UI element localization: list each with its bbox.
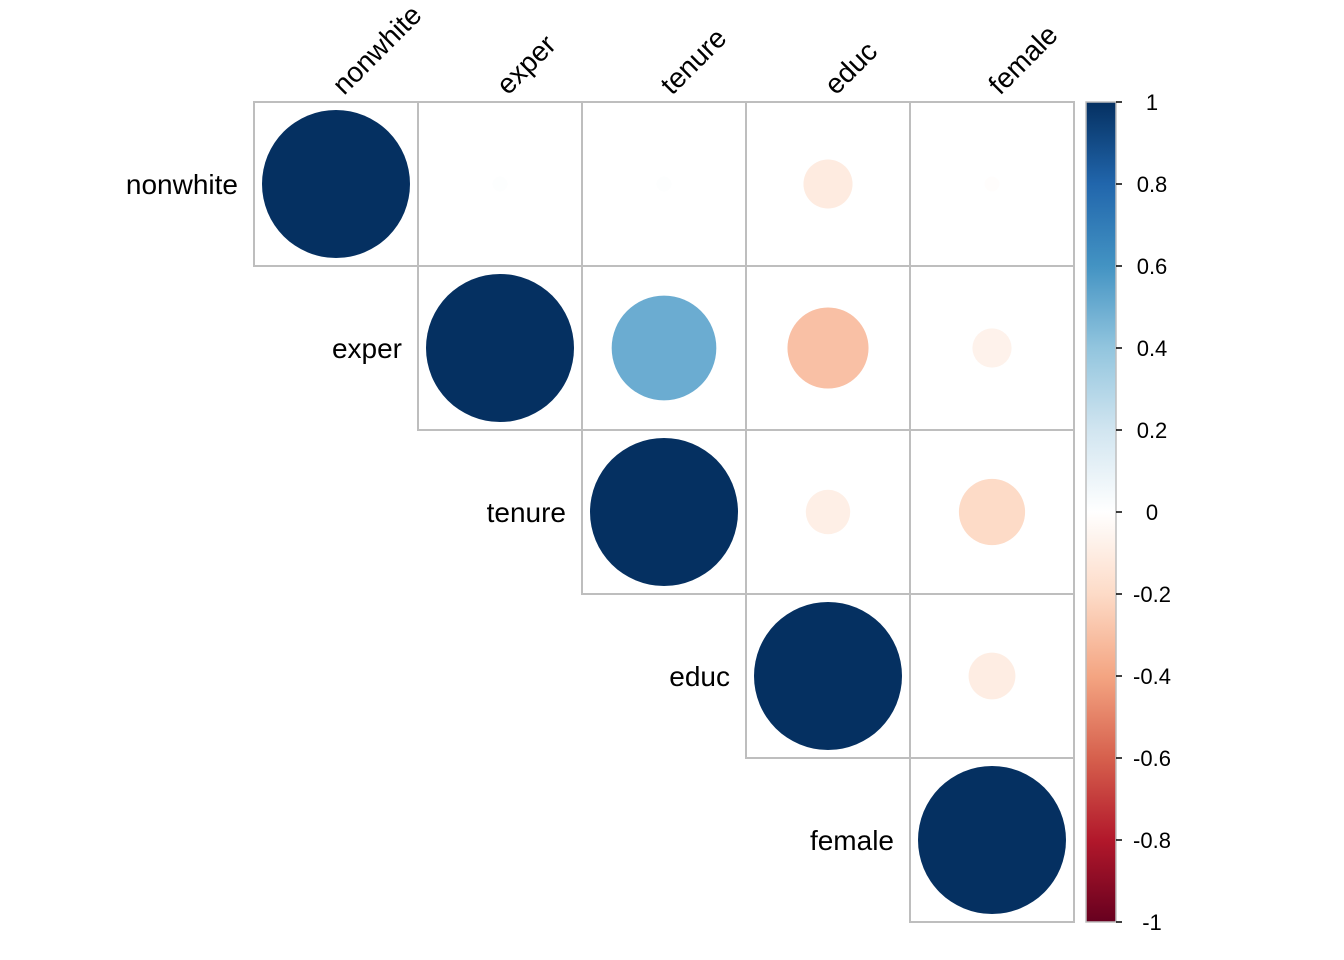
legend-tick-label: 0.2 <box>1137 418 1168 443</box>
column-label-exper: exper <box>490 29 561 100</box>
correlation-circle-nonwhite-female <box>984 176 1000 192</box>
correlation-circle-exper-female <box>972 328 1012 368</box>
legend-tick-label: 0.4 <box>1137 336 1168 361</box>
legend-tick-label: -1 <box>1142 910 1162 935</box>
legend-tick-label: -0.2 <box>1133 582 1171 607</box>
column-label-female: female <box>982 19 1063 100</box>
correlation-circle-tenure-tenure <box>590 438 738 586</box>
color-legend-ticks: 1 0.8 0.6 0.4 0.2 0 -0.2 -0.4 -0.6 -0.8 -1 <box>1116 90 1171 935</box>
row-label-tenure: tenure <box>487 497 566 528</box>
correlation-circle-tenure-educ <box>805 489 851 535</box>
legend-tick-label: -0.4 <box>1133 664 1171 689</box>
correlation-circles <box>262 110 1066 914</box>
correlation-circle-nonwhite-tenure <box>656 176 672 192</box>
correlation-circle-nonwhite-educ <box>803 159 853 209</box>
correlation-circle-tenure-female <box>958 478 1026 546</box>
grid-cell-educ-female <box>909 593 1075 759</box>
column-labels: nonwhite exper tenure educ female <box>326 0 1063 100</box>
row-labels: nonwhite exper tenure educ female <box>126 169 894 856</box>
row-label-nonwhite: nonwhite <box>126 169 238 200</box>
legend-tick-label: 0.8 <box>1137 172 1168 197</box>
column-label-tenure: tenure <box>654 22 732 100</box>
color-legend: 1 0.8 0.6 0.4 0.2 0 -0.2 -0.4 -0.6 -0.8 -1 <box>1085 90 1171 935</box>
correlation-circle-nonwhite-exper <box>492 176 508 192</box>
legend-tick-label: 1 <box>1146 90 1158 115</box>
correlation-circle-exper-exper <box>426 274 574 422</box>
row-label-female: female <box>810 825 894 856</box>
correlation-circle-nonwhite-nonwhite <box>262 110 410 258</box>
legend-tick-label: 0.6 <box>1137 254 1168 279</box>
correlation-circle-exper-tenure <box>611 295 717 401</box>
correlation-circle-educ-female <box>968 652 1016 700</box>
correlation-circle-exper-educ <box>787 307 869 389</box>
legend-tick-label: -0.6 <box>1133 746 1171 771</box>
legend-tick-label: 0 <box>1146 500 1158 525</box>
row-label-exper: exper <box>332 333 402 364</box>
row-label-educ: educ <box>669 661 730 692</box>
color-legend-bar <box>1085 101 1117 923</box>
legend-tick-label: -0.8 <box>1133 828 1171 853</box>
column-label-educ: educ <box>818 35 883 100</box>
column-label-nonwhite: nonwhite <box>326 0 427 100</box>
grid-cell-exper-educ <box>745 265 911 431</box>
correlation-circle-female-female <box>918 766 1066 914</box>
correlation-circle-educ-educ <box>754 602 902 750</box>
